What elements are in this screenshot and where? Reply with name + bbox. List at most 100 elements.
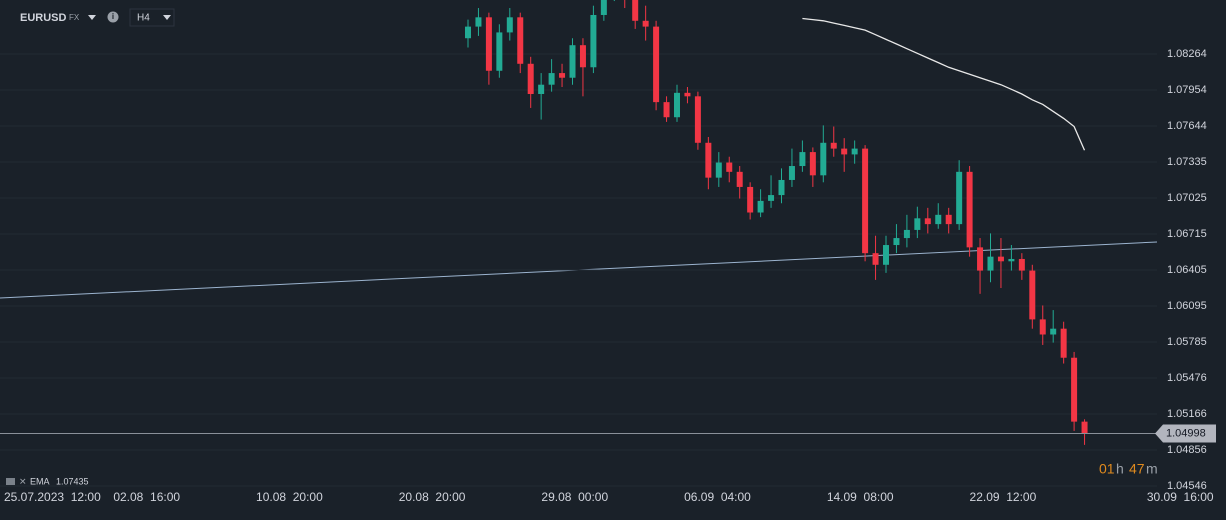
candle-body bbox=[830, 142, 837, 149]
candle-body bbox=[1029, 270, 1036, 320]
indicator-icon[interactable] bbox=[6, 478, 15, 485]
y-tick-label: 1.04856 bbox=[1167, 444, 1207, 456]
candle-body bbox=[851, 148, 858, 155]
candle-body bbox=[496, 32, 503, 71]
y-tick-label: 1.07954 bbox=[1167, 84, 1207, 96]
last-price-label: 1.04998 bbox=[1166, 427, 1206, 439]
x-tick-label: 02.08 16:00 bbox=[113, 490, 180, 504]
candle-body bbox=[747, 186, 754, 213]
info-icon[interactable] bbox=[107, 11, 119, 23]
candle-body bbox=[1039, 319, 1046, 335]
candle-body bbox=[569, 45, 576, 78]
candle-body bbox=[820, 142, 827, 176]
timeframe[interactable]: H4 bbox=[137, 13, 150, 24]
countdown-m: m bbox=[1146, 461, 1158, 477]
candle-body bbox=[590, 14, 597, 68]
candle-body bbox=[506, 17, 513, 33]
candle-body bbox=[548, 73, 555, 85]
plot-area bbox=[465, 0, 1088, 445]
candle-body bbox=[997, 256, 1004, 262]
y-tick-label: 1.06405 bbox=[1167, 264, 1207, 276]
y-tick-label: 1.06095 bbox=[1167, 300, 1207, 312]
candle-body bbox=[632, 0, 639, 21]
y-tick-label: 1.07644 bbox=[1167, 120, 1207, 132]
countdown-minutes: 47 bbox=[1129, 461, 1145, 477]
y-tick-label: 1.07335 bbox=[1167, 156, 1207, 168]
candle-body bbox=[914, 218, 921, 230]
candle-body bbox=[966, 171, 973, 248]
candle-body bbox=[663, 102, 670, 118]
candle-body bbox=[1081, 421, 1088, 434]
x-tick-label: 30.09 16:00 bbox=[1147, 490, 1214, 504]
timeframe-dropdown[interactable] bbox=[163, 15, 171, 20]
y-tick-label: 1.08264 bbox=[1167, 48, 1207, 60]
x-tick-label: 29.08 00:00 bbox=[541, 490, 608, 504]
candle-body bbox=[1050, 328, 1057, 335]
candle-body bbox=[809, 152, 816, 176]
candle-body bbox=[903, 229, 910, 239]
timeframe-box[interactable] bbox=[129, 8, 175, 27]
candle-body bbox=[653, 26, 660, 103]
candle-body bbox=[945, 214, 952, 225]
candle-body bbox=[475, 17, 482, 27]
y-tick-label: 1.07025 bbox=[1167, 192, 1207, 204]
candle-body bbox=[694, 96, 701, 143]
candle-body bbox=[579, 45, 586, 68]
candle-body bbox=[705, 142, 712, 178]
candle-body bbox=[1018, 258, 1025, 271]
ema-value: 1.07435 bbox=[56, 476, 89, 486]
x-tick-label: 20.08 20:00 bbox=[399, 490, 466, 504]
candle-body bbox=[872, 253, 879, 265]
x-tick-label: 22.09 12:00 bbox=[970, 490, 1037, 504]
countdown-h: h bbox=[1116, 461, 1124, 477]
candle-body bbox=[956, 171, 963, 225]
candle-body bbox=[977, 247, 984, 271]
candle-body bbox=[799, 152, 806, 167]
y-tick-label: 1.04546 bbox=[1167, 480, 1207, 492]
y-tick-label: 1.05785 bbox=[1167, 336, 1207, 348]
candle-body bbox=[465, 26, 471, 39]
ema-line bbox=[802, 17, 1086, 151]
symbol-dropdown[interactable] bbox=[88, 15, 96, 20]
market: FX bbox=[69, 13, 80, 22]
candle-body bbox=[726, 162, 733, 172]
x-tick-label: 06.09 04:00 bbox=[684, 490, 751, 504]
candle-body bbox=[684, 92, 691, 97]
candle-body bbox=[674, 92, 680, 118]
candle-body bbox=[527, 63, 534, 94]
candle-body bbox=[893, 238, 900, 246]
info-glyph: i bbox=[112, 12, 114, 21]
candle-body bbox=[600, 0, 607, 15]
ema-name: EMA bbox=[30, 476, 50, 486]
countdown-hours: 01 bbox=[1099, 461, 1115, 477]
candle-body bbox=[1008, 258, 1015, 262]
candle-body bbox=[768, 195, 775, 201]
y-tick-label: 1.05476 bbox=[1167, 372, 1207, 384]
candle-body bbox=[883, 245, 889, 265]
x-tick-label: 25.07.2023 12:00 bbox=[4, 490, 101, 504]
candle-body bbox=[788, 166, 795, 180]
close-icon[interactable]: ✕ bbox=[19, 476, 27, 486]
candle-body bbox=[538, 84, 545, 94]
candle-body bbox=[517, 17, 524, 64]
candle-body bbox=[757, 200, 764, 213]
candle-body bbox=[924, 218, 931, 225]
x-tick-label: 14.09 08:00 bbox=[827, 490, 894, 504]
candle-body bbox=[862, 148, 869, 254]
y-tick-label: 1.05166 bbox=[1167, 408, 1207, 420]
last-price-tag bbox=[1155, 424, 1216, 443]
candle-body bbox=[935, 214, 942, 225]
candle-body bbox=[485, 17, 492, 71]
candle-body bbox=[1071, 357, 1078, 422]
candle-body bbox=[778, 179, 785, 196]
x-tick-label: 10.08 20:00 bbox=[256, 490, 323, 504]
candle-body bbox=[642, 20, 649, 27]
candle-body bbox=[736, 171, 743, 187]
candle-body bbox=[987, 256, 994, 271]
symbol[interactable]: EURUSD bbox=[20, 12, 67, 24]
candle-body bbox=[559, 73, 566, 78]
y-tick-label: 1.06715 bbox=[1167, 228, 1207, 240]
candle-body bbox=[841, 148, 848, 155]
